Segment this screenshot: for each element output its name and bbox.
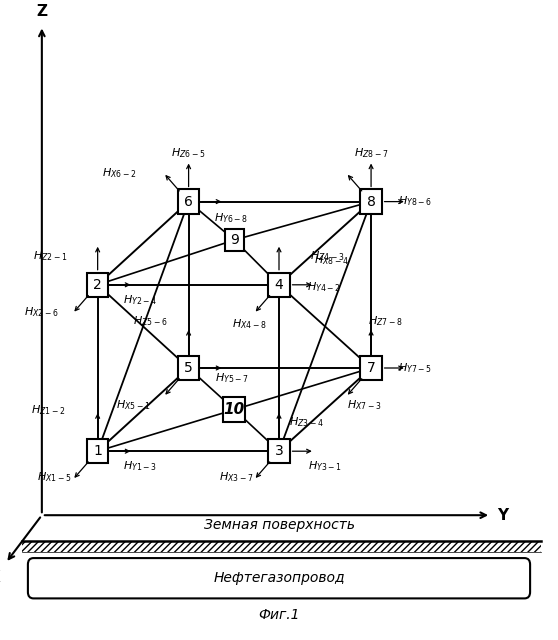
Bar — [22, 541, 541, 552]
Text: $H_{Y6-8}$: $H_{Y6-8}$ — [214, 211, 248, 225]
Text: $H_{Y2-4}$: $H_{Y2-4}$ — [123, 293, 157, 307]
Text: Y: Y — [497, 508, 508, 523]
Text: $H_{Z5-6}$: $H_{Z5-6}$ — [133, 314, 167, 328]
Text: $H_{Z4-3}$: $H_{Z4-3}$ — [310, 249, 344, 263]
Text: $H_{Z8-7}$: $H_{Z8-7}$ — [354, 146, 388, 160]
Text: $H_{Y3-1}$: $H_{Y3-1}$ — [308, 460, 342, 474]
Text: $H_{X1-5}$: $H_{X1-5}$ — [37, 470, 71, 484]
Text: 9: 9 — [230, 233, 239, 247]
Text: $H_{X7-3}$: $H_{X7-3}$ — [347, 398, 382, 412]
Text: Фиг.1: Фиг.1 — [258, 608, 300, 622]
Text: 10: 10 — [224, 402, 245, 417]
Text: $H_{Y1-3}$: $H_{Y1-3}$ — [123, 460, 157, 474]
Text: $H_{Y8-6}$: $H_{Y8-6}$ — [398, 195, 432, 209]
Text: $H_{X4-8}$: $H_{X4-8}$ — [232, 317, 267, 331]
FancyBboxPatch shape — [360, 356, 382, 380]
Text: $H_{X8-4}$: $H_{X8-4}$ — [314, 253, 349, 267]
Text: 2: 2 — [93, 278, 102, 292]
Text: 4: 4 — [275, 278, 283, 292]
Text: $H_{X2-6}$: $H_{X2-6}$ — [24, 305, 59, 319]
FancyBboxPatch shape — [223, 397, 246, 422]
Text: $H_{X6-2}$: $H_{X6-2}$ — [102, 166, 137, 180]
FancyBboxPatch shape — [268, 273, 290, 297]
FancyBboxPatch shape — [87, 273, 108, 297]
Text: $H_{Z2-1}$: $H_{Z2-1}$ — [32, 249, 67, 263]
Text: $H_{Z7-8}$: $H_{Z7-8}$ — [368, 314, 403, 328]
Text: $H_{X5-1}$: $H_{X5-1}$ — [116, 398, 151, 412]
Text: $H_{Z1-2}$: $H_{Z1-2}$ — [31, 403, 66, 417]
Text: $H_{Z6-5}$: $H_{Z6-5}$ — [171, 146, 206, 160]
Text: 1: 1 — [93, 444, 102, 458]
Text: $H_{Y5-7}$: $H_{Y5-7}$ — [215, 371, 249, 385]
FancyBboxPatch shape — [268, 439, 290, 463]
FancyBboxPatch shape — [28, 558, 530, 598]
Text: 6: 6 — [184, 195, 193, 209]
Text: Z: Z — [36, 4, 47, 19]
Text: 3: 3 — [275, 444, 283, 458]
FancyBboxPatch shape — [87, 439, 108, 463]
Text: 7: 7 — [367, 361, 376, 375]
Text: Земная поверхность: Земная поверхность — [204, 518, 354, 532]
Text: $H_{X3-7}$: $H_{X3-7}$ — [219, 470, 254, 484]
FancyBboxPatch shape — [225, 229, 244, 251]
Text: 5: 5 — [184, 361, 193, 375]
Text: $H_{Y4-2}$: $H_{Y4-2}$ — [307, 280, 341, 294]
FancyBboxPatch shape — [178, 189, 199, 214]
Text: $H_{Y7-5}$: $H_{Y7-5}$ — [398, 361, 432, 375]
Text: Нефтегазопровод: Нефтегазопровод — [213, 571, 345, 585]
Text: $H_{Z3-4}$: $H_{Z3-4}$ — [289, 415, 324, 429]
FancyBboxPatch shape — [360, 189, 382, 214]
FancyBboxPatch shape — [178, 356, 199, 380]
Text: 8: 8 — [367, 195, 376, 209]
